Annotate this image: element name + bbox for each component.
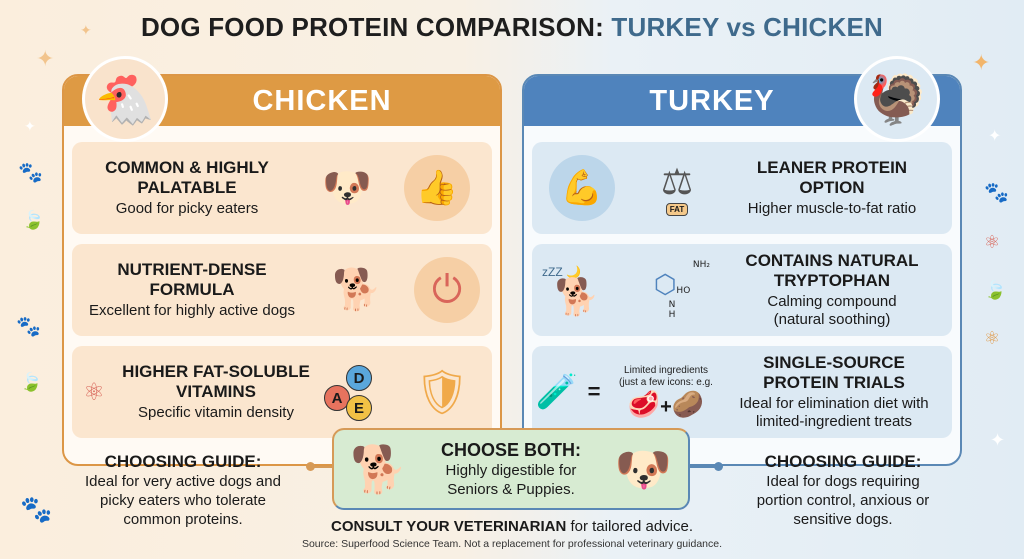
vitamin-d: D <box>346 365 372 391</box>
sparkle-icon: ✦ <box>972 50 991 75</box>
potato-icon: 🥔 <box>671 388 705 419</box>
sleep-zzz-icon: zZZ 🌙 <box>542 265 581 279</box>
puppy-digestion-icon: 🐶 <box>614 443 672 495</box>
feature-title: HIGHER FAT-SOLUBLE <box>122 362 310 381</box>
senior-dog-icon: 🐕 <box>350 443 408 495</box>
muscle-icon: 💪 <box>549 155 615 221</box>
happy-dog-icon: 🐶 <box>322 166 372 210</box>
feature-title: NUTRIENT-DENSE <box>117 260 267 279</box>
guide-text: Ideal for very active dogs and <box>85 473 281 490</box>
feature-title: TRYPTOPHAN <box>773 271 891 290</box>
paw-icon: 🐾 <box>20 494 53 524</box>
feature-subtitle: Ideal for elimination diet with <box>739 395 929 412</box>
sparkle-icon: ✦ <box>80 22 92 38</box>
thumbs-up-icon: 👍 <box>404 155 470 221</box>
chicken-choosing-guide: CHOOSING GUIDE: Ideal for very active do… <box>58 452 308 529</box>
guide-text: picky eaters who tolerate <box>100 492 266 509</box>
plus-sign: + <box>660 395 672 418</box>
feature-title: OPTION <box>799 178 865 197</box>
consult-veterinarian: CONSULT YOUR VETERINARIAN for tailored a… <box>0 518 1024 535</box>
feature-subtitle: limited-ingredient treats <box>756 413 912 430</box>
vitamins-ade-icon: A D E <box>316 357 402 427</box>
paw-icon: 🐾 <box>18 162 43 184</box>
shield-bone-icon: 🛡 <box>414 368 470 417</box>
paw-icon: 🐾 <box>984 182 1009 204</box>
leaf-icon: 🍃 <box>20 372 43 392</box>
guide-text: common proteins. <box>123 511 243 528</box>
vitamin-e: E <box>346 395 372 421</box>
turkey-panel: TURKEY 🦃 💪 ⚖ FAT LEANER PROTEIN OPTION H… <box>522 56 962 466</box>
chicken-connector-dot <box>306 462 315 471</box>
turkey-feature-leaner: 💪 ⚖ FAT LEANER PROTEIN OPTION Higher mus… <box>532 142 952 234</box>
power-icon: ⏻ <box>414 257 480 323</box>
feature-subtitle: Specific vitamin density <box>138 404 294 421</box>
turkey-connector-dot <box>714 462 723 471</box>
chicken-feature-nutrient: NUTRIENT-DENSE FORMULA Excellent for hig… <box>72 244 492 336</box>
chicken-panel: CHICKEN 🐔 COMMON & HIGHLY PALATABLE Good… <box>62 56 502 466</box>
turkey-feature-tryptophan: zZZ 🌙 🐕 NH₂ ⬡HO N H CONTAINS NATURAL TRY… <box>532 244 952 336</box>
sparkle-icon: ✦ <box>24 118 36 134</box>
molecule-icon: ⚛ <box>984 328 1001 348</box>
ho-label: HO <box>676 286 691 296</box>
turkey-feature-single-source: 🧪 = Limited ingredients (just a few icon… <box>532 346 952 438</box>
feature-title: COMMON & HIGHLY <box>105 158 269 177</box>
feature-subtitle: Good for picky eaters <box>115 200 259 217</box>
page-title: DOG FOOD PROTEIN COMPARISON: TURKEY vs C… <box>0 12 1024 43</box>
chicken-connector <box>312 466 334 468</box>
sparkle-icon: ✦ <box>36 46 55 71</box>
guide-text: sensitive dogs. <box>793 511 893 528</box>
guide-title: CHOOSING GUIDE: <box>104 452 262 471</box>
feature-title: CONTAINS NATURAL <box>745 251 919 270</box>
fat-label: FAT <box>665 202 689 216</box>
limited-label: (just a few icons: e.g. <box>619 376 713 388</box>
scale-icon: ⚖ <box>660 160 694 202</box>
turkey-connector <box>690 466 718 468</box>
sparkle-icon: ✦ <box>988 128 1002 145</box>
test-tube-icon: 🧪 <box>535 373 579 411</box>
turkey-icon: 🦃 <box>854 56 940 142</box>
feature-subtitle: Excellent for highly active dogs <box>89 302 295 319</box>
leaf-icon: 🍃 <box>984 280 1007 300</box>
feature-title: LEANER PROTEIN <box>756 158 908 177</box>
tryptophan-molecule-icon: NH₂ ⬡HO N H <box>653 260 710 320</box>
feature-subtitle: Higher muscle-to-fat ratio <box>747 200 917 217</box>
meat-icon: 🥩 <box>627 388 661 419</box>
sleep-label: zZZ <box>542 265 563 279</box>
sleeping-dog-icon: 🐕 <box>554 276 600 317</box>
nh2-label: NH₂ <box>692 260 710 270</box>
limited-label: Limited ingredients <box>624 364 708 376</box>
both-title: CHOOSE BOTH: <box>440 440 581 460</box>
both-text: Highly digestible for <box>445 462 577 479</box>
molecule-icon: ⚛ <box>83 378 105 406</box>
chicken-feature-palatable: COMMON & HIGHLY PALATABLE Good for picky… <box>72 142 492 234</box>
feature-subtitle: Calming compound <box>767 293 897 310</box>
n-label: N <box>668 300 676 310</box>
paw-icon: 🐾 <box>16 316 41 338</box>
choose-both-box: 🐕 CHOOSE BOTH: Highly digestible for Sen… <box>332 428 690 510</box>
both-text: Seniors & Puppies. <box>447 481 575 498</box>
guide-text: portion control, anxious or <box>756 492 930 509</box>
feature-title: PALATABLE <box>137 178 237 197</box>
h-label: H <box>668 310 676 320</box>
title-prefix: DOG FOOD PROTEIN COMPARISON: <box>140 12 612 42</box>
molecule-icon: ⚛ <box>984 232 1001 252</box>
title-accent: TURKEY vs CHICKEN <box>611 12 884 42</box>
feature-title: VITAMINS <box>176 382 256 401</box>
chicken-feature-vitamins: ⚛ HIGHER FAT-SOLUBLE VITAMINS Specific v… <box>72 346 492 438</box>
guide-text: Ideal for dogs requiring <box>766 473 920 490</box>
chicken-icon: 🐔 <box>82 56 168 142</box>
consult-rest: for tailored advice. <box>566 518 694 535</box>
leaf-icon: 🍃 <box>22 210 45 230</box>
guide-title: CHOOSING GUIDE: <box>764 452 922 471</box>
sparkle-icon: ✦ <box>990 430 1006 450</box>
equals-sign: = <box>587 379 601 404</box>
feature-title: FORMULA <box>149 280 235 299</box>
consult-bold: CONSULT YOUR VETERINARIAN <box>330 518 567 535</box>
turkey-choosing-guide: CHOOSING GUIDE: Ideal for dogs requiring… <box>718 452 968 529</box>
feature-title: SINGLE-SOURCE <box>763 353 905 372</box>
running-dog-icon: 🐕 <box>332 268 382 312</box>
source-note: Source: Superfood Science Team. Not a re… <box>301 538 723 550</box>
feature-title: PROTEIN TRIALS <box>763 373 905 392</box>
feature-subtitle: (natural soothing) <box>773 311 891 328</box>
